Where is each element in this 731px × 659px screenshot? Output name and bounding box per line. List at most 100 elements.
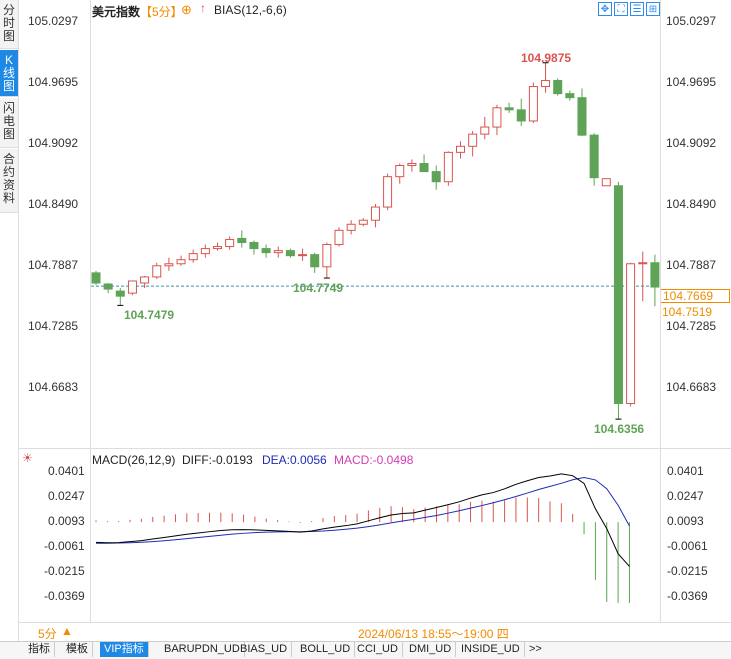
candle-body: [516, 109, 526, 122]
bias-indicator-label[interactable]: BIAS(12,-6,6): [214, 3, 287, 17]
fullscreen-icon[interactable]: ⛶: [614, 2, 628, 16]
candle: [164, 257, 174, 271]
candle-body: [577, 97, 587, 136]
candle-body: [322, 244, 332, 268]
candle: [213, 242, 222, 251]
candle: [115, 288, 125, 306]
candle-body: [164, 263, 174, 267]
macd-axis-label: 0.0093: [48, 514, 85, 528]
candle: [516, 98, 526, 127]
candle: [188, 249, 198, 263]
chart-left-border: [90, 0, 91, 622]
tab-cci[interactable]: CCI_UD: [353, 642, 403, 657]
low-annotation: 104.6356: [594, 422, 645, 436]
chart-right-border: [660, 0, 661, 622]
candle-body: [589, 134, 599, 179]
candle: [200, 244, 210, 258]
candle: [370, 204, 380, 228]
candle: [91, 270, 101, 286]
macd-axis-label: 0.0401: [48, 464, 85, 478]
candle: [152, 262, 162, 279]
macd-axis-label: -0.0215: [44, 564, 85, 578]
candle-body: [626, 263, 636, 405]
tab-vip-indicator[interactable]: VIP指标: [100, 642, 149, 657]
up-arrow-icon: ↑: [200, 1, 206, 15]
macd-settings-icon[interactable]: ☀: [22, 451, 33, 465]
candle: [273, 246, 283, 258]
candlestick-chart[interactable]: [0, 0, 731, 450]
tab-more[interactable]: >>: [529, 643, 542, 655]
tab-contract-info[interactable]: 合约资料: [0, 149, 18, 213]
candle: [638, 251, 648, 302]
candle-body: [249, 241, 259, 250]
price-axis-label: 105.0297: [28, 14, 79, 28]
footer-period-arrow-icon[interactable]: ▲: [61, 624, 73, 638]
list-icon[interactable]: ☰: [630, 2, 644, 16]
price-axis-label-right: 104.9695: [666, 75, 717, 89]
high-annotation: 104.9875: [521, 51, 572, 65]
candle-body: [480, 126, 490, 135]
tab-lightning[interactable]: 闪电图: [0, 98, 18, 148]
tab-timeshare[interactable]: 分时图: [0, 0, 18, 49]
candle-body: [91, 272, 101, 284]
candle: [553, 78, 563, 96]
candle-body: [152, 265, 162, 278]
candle-body: [456, 145, 465, 153]
tab-inside[interactable]: INSIDE_UD: [457, 642, 525, 657]
tab-bias[interactable]: BIAS_UD: [236, 642, 293, 657]
left-rail: [18, 0, 19, 642]
candle-body: [176, 259, 186, 265]
tab-barupdn[interactable]: BARUPDN_UD: [160, 642, 245, 657]
candle: [577, 88, 587, 137]
candle-body: [213, 246, 222, 250]
candle: [443, 151, 453, 186]
candle: [298, 248, 308, 261]
candle-body: [346, 223, 356, 231]
crosshair-icon[interactable]: ✥: [598, 2, 612, 16]
macd-chart[interactable]: [0, 460, 731, 622]
candle-body: [370, 206, 380, 221]
candle-body: [200, 248, 210, 255]
candle-body: [565, 93, 575, 99]
grid-icon[interactable]: ⊞: [646, 2, 660, 16]
macd-axis-label-right: -0.0369: [667, 589, 708, 603]
macd-axis-label-right: 0.0093: [667, 514, 704, 528]
candle-body: [504, 107, 514, 111]
candle: [383, 173, 393, 211]
add-icon[interactable]: ⊕: [181, 2, 192, 17]
macd-dea: DEA:0.0056: [262, 453, 327, 467]
candle: [626, 262, 636, 407]
candle: [346, 220, 356, 235]
price-axis-label-right: 104.8490: [666, 197, 717, 211]
candle: [528, 82, 538, 123]
candle: [613, 181, 623, 420]
candle-body: [140, 276, 150, 284]
tab-kline[interactable]: K线图: [0, 50, 18, 97]
instrument-title: 美元指数: [92, 5, 141, 19]
candle: [358, 218, 368, 227]
candle: [127, 280, 137, 296]
macd-value: MACD:-0.0498: [334, 453, 414, 467]
candle: [504, 102, 514, 113]
local-low-annotation: 104.7479: [124, 308, 175, 322]
tab-indicator[interactable]: 指标: [24, 642, 55, 657]
candle-body: [419, 163, 429, 173]
price-axis-label-right: 104.7285: [666, 319, 717, 333]
tab-boll[interactable]: BOLL_UD: [296, 642, 356, 657]
price-axis-label-right: 104.6683: [666, 380, 717, 394]
candle-body: [237, 237, 247, 243]
candle: [456, 141, 465, 159]
candle: [310, 252, 320, 273]
tab-dmi[interactable]: DMI_UD: [405, 642, 457, 657]
tab-template[interactable]: 模板: [62, 642, 93, 657]
candle-body: [492, 107, 502, 128]
candle-body: [528, 86, 538, 122]
period-label[interactable]: 【5分】: [140, 5, 183, 19]
footer-time-range: 2024/06/13 18:55～19:00 四: [358, 627, 509, 641]
candle-body: [638, 262, 648, 265]
candle-body: [225, 238, 235, 248]
footer-period[interactable]: 5分: [38, 627, 57, 641]
price-axis-label: 104.9695: [28, 75, 79, 89]
second-price-label: 104.7519: [662, 305, 713, 319]
price-axis-label-right: 104.7887: [666, 258, 717, 272]
